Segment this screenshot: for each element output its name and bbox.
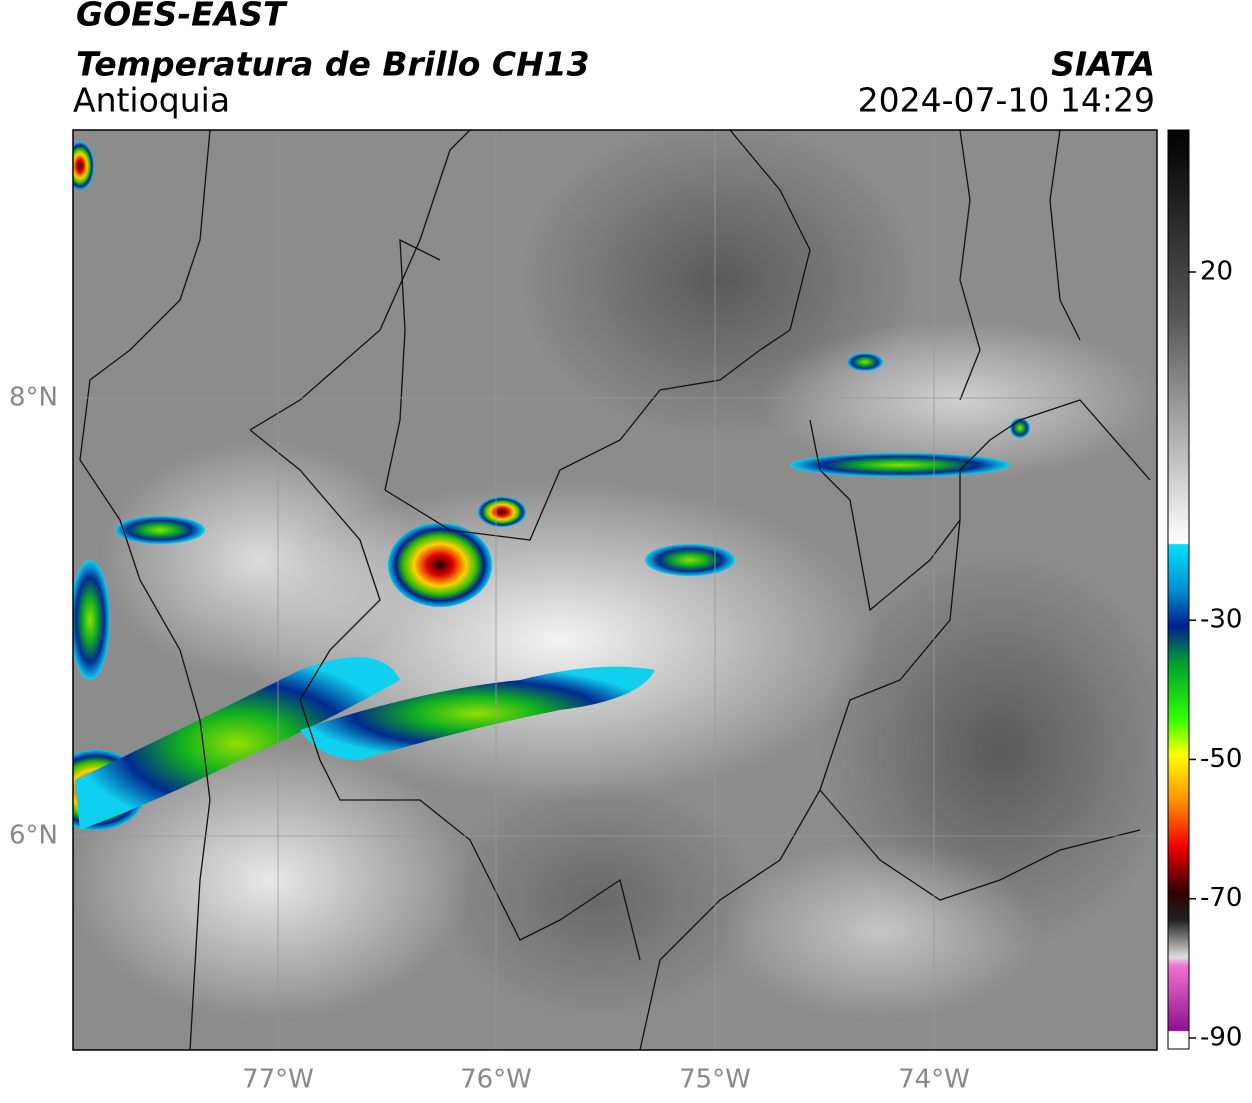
colorbar-tick-label: -30 bbox=[1200, 605, 1242, 635]
satellite-image bbox=[73, 130, 1157, 1050]
colorbar-tick-label: 20 bbox=[1200, 257, 1233, 287]
lon-label: 77°W bbox=[242, 1065, 314, 1095]
lat-label: 6°N bbox=[9, 821, 58, 851]
datetime-label: 2024-07-10 14:29 bbox=[858, 81, 1155, 120]
lon-label: 75°W bbox=[679, 1065, 751, 1095]
product-title: Temperatura de Brillo CH13 bbox=[76, 45, 590, 84]
lon-label: 74°W bbox=[898, 1065, 970, 1095]
satellite-title: GOES-EAST bbox=[76, 0, 288, 34]
colorbar-tick-label: -50 bbox=[1200, 744, 1242, 774]
colorbar-tick-label: -70 bbox=[1200, 883, 1242, 913]
colorbar-ticks: 20 -30 -50 -70 -90 bbox=[1189, 257, 1242, 1053]
colorbar-tick-label: -90 bbox=[1200, 1023, 1242, 1053]
map-frame bbox=[72, 129, 1158, 1051]
organization-label: SIATA bbox=[1051, 45, 1155, 84]
region-label: Antioquia bbox=[73, 81, 230, 120]
lon-label: 76°W bbox=[460, 1065, 532, 1095]
colorbar bbox=[1167, 129, 1190, 1050]
lat-label: 8°N bbox=[9, 383, 58, 413]
